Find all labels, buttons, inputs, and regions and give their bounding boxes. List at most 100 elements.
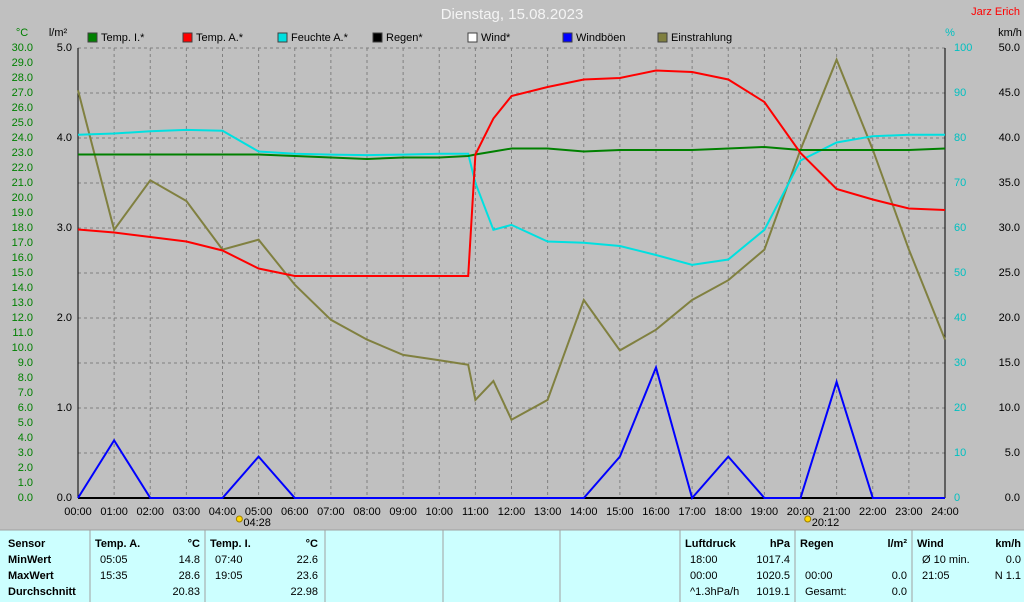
x-tick-label: 03:00: [173, 506, 201, 518]
x-tick-label: 01:00: [100, 506, 128, 518]
table-header: Temp. A.: [95, 538, 140, 550]
y-tick-label: 12.0: [12, 312, 33, 324]
x-tick-label: 09:00: [389, 506, 417, 518]
axis-unit: °C: [16, 27, 28, 39]
y-tick-label: 2.0: [57, 312, 72, 324]
x-tick-label: 07:00: [317, 506, 345, 518]
y-tick-label: 13.0: [12, 297, 33, 309]
author: Jarz Erich: [971, 6, 1020, 18]
x-tick-label: 22:00: [859, 506, 887, 518]
table-grid: [0, 529, 1024, 602]
y-tick-label: 6.0: [18, 402, 33, 414]
table-cell: 05:05: [100, 554, 128, 566]
table-cell: 07:40: [215, 554, 243, 566]
series-line: [78, 145, 946, 161]
y-tick-label: 50: [954, 267, 966, 279]
y-tick-label: 10.0: [999, 402, 1020, 414]
table-header: Wind: [917, 538, 944, 550]
legend-swatch: [87, 32, 98, 43]
y-tick-label: 10: [954, 447, 966, 459]
x-tick-label: 21:00: [823, 506, 851, 518]
legend-label: Temp. I.*: [101, 32, 145, 44]
y-tick-label: 18.0: [12, 222, 33, 234]
x-tick-label: 15:00: [606, 506, 634, 518]
y-tick-label: 8.0: [18, 372, 33, 384]
y-tick-label: 5.0: [57, 42, 72, 54]
y-tick-label: 16.0: [12, 252, 33, 264]
legend-label: Feuchte A.*: [291, 32, 349, 44]
table-cell: 22.6: [297, 554, 318, 566]
row-label: MaxWert: [8, 570, 54, 582]
y-tick-label: 90: [954, 87, 966, 99]
y-tick-label: 20.0: [12, 192, 33, 204]
series-line: [77, 128, 945, 266]
table-header: °C: [188, 538, 200, 550]
y-tick-label: 1.0: [18, 477, 33, 489]
legend-swatch: [372, 32, 383, 43]
annotation: 20:12: [812, 517, 840, 529]
table-cell: 0.0: [1006, 554, 1021, 566]
y-tick-label: 30.0: [12, 42, 33, 54]
legend-label: Wind*: [481, 32, 511, 44]
y-tick-label: 3.0: [18, 447, 33, 459]
table-cell: 00:00: [690, 570, 718, 582]
table-cell: 0.0: [892, 586, 907, 598]
y-tick-label: 27.0: [12, 87, 33, 99]
y-tick-label: 35.0: [999, 177, 1020, 189]
table-cell: 1020.5: [756, 570, 790, 582]
y-tick-label: 30: [954, 357, 966, 369]
annotation: 04:28: [243, 517, 271, 529]
legend-label: Temp. A.*: [196, 32, 244, 44]
x-tick-label: 00:00: [64, 506, 92, 518]
y-tick-label: 28.0: [12, 72, 33, 84]
y-tick-label: 5.0: [1005, 447, 1020, 459]
y-tick-label: 30.0: [999, 222, 1020, 234]
y-tick-label: 15.0: [999, 357, 1020, 369]
y-tick-label: 29.0: [12, 57, 33, 69]
y-tick-label: 1.0: [57, 402, 72, 414]
y-tick-label: 20: [954, 402, 966, 414]
table-cell: 18:00: [690, 554, 718, 566]
y-tick-label: 0: [954, 492, 960, 504]
x-tick-label: 16:00: [642, 506, 670, 518]
axis-unit: l/m²: [49, 27, 68, 39]
table-header: Luftdruck: [685, 538, 737, 550]
legend-label: Windböen: [576, 32, 626, 44]
table-cell: 00:00: [805, 570, 833, 582]
x-tick-label: 08:00: [353, 506, 381, 518]
x-tick-label: 04:00: [209, 506, 237, 518]
y-tick-label: 26.0: [12, 102, 33, 114]
legend-swatch: [467, 32, 478, 43]
y-tick-label: 9.0: [18, 357, 33, 369]
y-tick-label: 45.0: [999, 87, 1020, 99]
legend-label: Regen*: [386, 32, 423, 44]
table-cell: 1019.1: [756, 586, 790, 598]
y-tick-label: 15.0: [12, 267, 33, 279]
y-tick-label: 10.0: [12, 342, 33, 354]
y-tick-label: 0.0: [18, 492, 33, 504]
table-cell: 1017.4: [756, 554, 790, 566]
y-tick-label: 25.0: [999, 267, 1020, 279]
y-tick-label: 60: [954, 222, 966, 234]
y-tick-label: 25.0: [12, 117, 33, 129]
stats-panel: [0, 530, 1024, 602]
x-tick-label: 19:00: [751, 506, 779, 518]
y-tick-label: 40.0: [999, 132, 1020, 144]
x-tick-label: 11:00: [462, 506, 489, 518]
axis-unit: %: [945, 27, 955, 39]
x-tick-label: 02:00: [136, 506, 164, 518]
y-tick-label: 0.0: [1005, 492, 1020, 504]
y-tick-label: 70: [954, 177, 966, 189]
table-cell: 19:05: [215, 570, 243, 582]
y-tick-label: 21.0: [12, 177, 33, 189]
table-cell: Gesamt:: [805, 586, 847, 598]
y-tick-label: 0.0: [57, 492, 72, 504]
table-cell: ^1.3hPa/h: [690, 586, 739, 598]
table-header: Temp. I.: [210, 538, 251, 550]
table-cell: 28.6: [179, 570, 200, 582]
y-tick-label: 24.0: [12, 132, 33, 144]
y-tick-label: 50.0: [999, 42, 1020, 54]
table-cell: 20.83: [172, 586, 200, 598]
table-cell: 23.6: [297, 570, 318, 582]
